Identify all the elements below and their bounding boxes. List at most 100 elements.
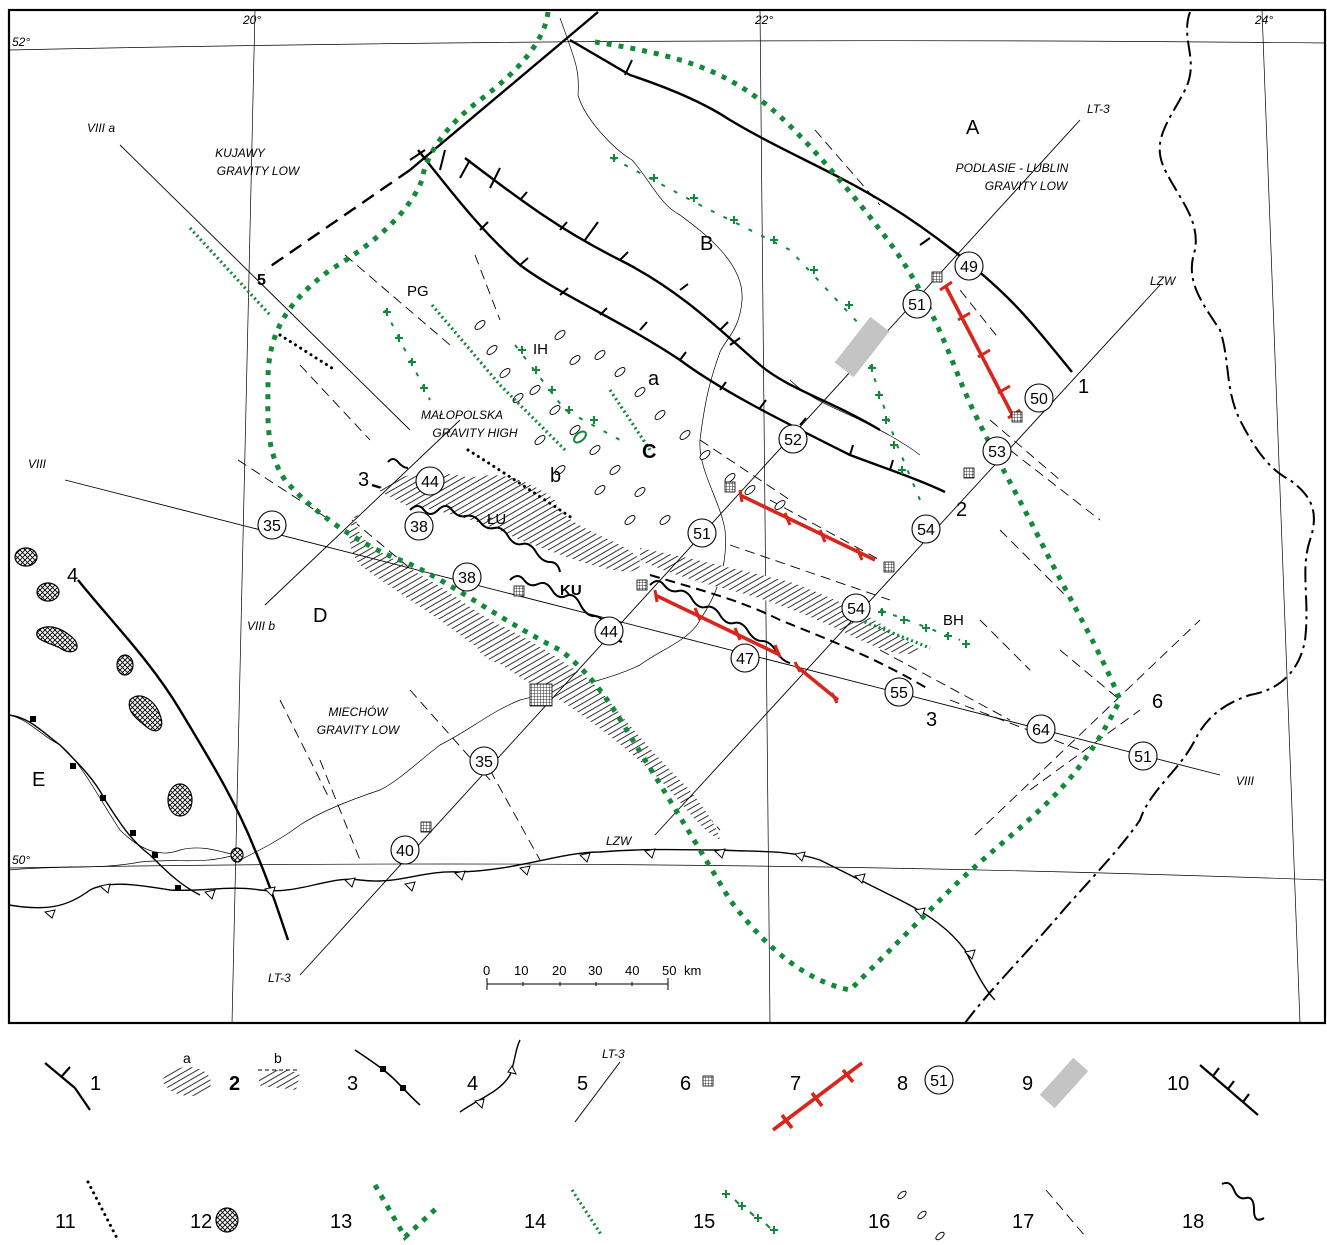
ellipse-mark [774, 500, 786, 510]
depth-value: 35 [475, 754, 493, 771]
fault-4 [77, 579, 290, 941]
depth-circle: 49 [954, 251, 984, 281]
dashed-line-symbol [1045, 1189, 1086, 1237]
ellipse-mark [486, 345, 498, 355]
kujawy-label-1: KUJAWY [215, 146, 266, 160]
profile-viii-b [264, 419, 461, 606]
dashed-line [319, 759, 361, 861]
depth-circle: 40 [390, 835, 420, 865]
zone-number-1: 1 [1078, 376, 1089, 398]
meridian-22 [759, 10, 771, 1023]
borehole [513, 585, 525, 597]
boreholes [420, 271, 1023, 833]
profile-viiia-label: VIII a [87, 121, 115, 135]
legend-item-11: 11 [55, 1180, 120, 1242]
ellipse-mark [554, 465, 566, 475]
borehole [931, 271, 943, 283]
ellipse-mark [589, 445, 601, 455]
ellipse-mark [549, 405, 561, 415]
depth-circle: 44 [594, 616, 624, 646]
legend-number: 18 [1182, 1211, 1204, 1233]
legend-number: 8 [897, 1073, 908, 1095]
depth-circle: 51 [902, 289, 932, 319]
legend-item-13: 13 [330, 1183, 442, 1241]
hatched-zone-ku [640, 548, 920, 655]
depth-circle: 35 [469, 746, 499, 776]
dashed-line [814, 129, 881, 206]
parallel-50 [9, 863, 1325, 881]
depth-circle: 54 [841, 593, 871, 623]
legend-item-17: 17 [1012, 1189, 1086, 1237]
fault-tick [519, 191, 729, 331]
depth-value: 51 [908, 297, 926, 314]
green-square-dotted-lines [265, 11, 1123, 993]
grey-block-symbol [1039, 1057, 1089, 1109]
fault-tick [409, 59, 931, 346]
ellipse-mark [569, 425, 581, 435]
legend-item-8: 8 51 [897, 1065, 954, 1095]
ellipse-mark [614, 367, 626, 377]
green-cross-line [384, 309, 431, 401]
red-crossed-line [943, 284, 1017, 421]
depth-circles: 49 51 50 53 52 51 54 54 44 38 38 35 44 4… [257, 251, 1158, 865]
lon-20-label: 20° [242, 13, 261, 27]
profile-viii-right-label: VIII [1236, 774, 1255, 788]
borehole [963, 467, 975, 479]
zone-numbers: 1 2 3 3 4 5 6 [67, 272, 1163, 731]
legend-number: 9 [1022, 1073, 1033, 1095]
depth-circle: 55 [884, 677, 914, 707]
depth-value: 50 [1030, 391, 1048, 408]
profile-viii-left-label: VIII [28, 457, 47, 471]
depth-circle: 38 [452, 562, 482, 592]
lzw-bottom-label: LZW [606, 834, 633, 848]
profile-lt3 [299, 119, 1081, 976]
dashed-line [729, 544, 891, 601]
ellipse-mark [499, 368, 511, 378]
dashed-line [949, 699, 1081, 751]
depth-value: 54 [917, 522, 935, 539]
ellipse-mark [569, 355, 581, 365]
zone-number-2: 2 [956, 499, 967, 521]
ellipse-mark [624, 515, 636, 525]
carpathian-overthrust [9, 848, 996, 1001]
region-a-label: A [966, 117, 980, 139]
depth-value: 40 [396, 843, 414, 860]
lt3-bottom-label: LT-3 [268, 971, 291, 985]
thrust-fault-symbol [354, 1049, 421, 1106]
depth-circle: 47 [730, 643, 760, 673]
depth-circle: 35 [257, 510, 287, 540]
miechow-label-2: GRAVITY LOW [317, 723, 401, 737]
crosshatched-body [128, 695, 163, 732]
fault-ticks [409, 59, 931, 471]
hatched-zones [349, 473, 920, 840]
profile-labels: VIII a VIII b VIII VIII LT-3 LT-3 LZW LZ… [28, 102, 1255, 985]
legend-number: 13 [330, 1211, 352, 1233]
depth-circle: 54 [911, 514, 941, 544]
wavy-line-symbol [1221, 1181, 1265, 1221]
podlasie-label-1: PODLASIE - LUBLIN [956, 161, 1069, 175]
depth-value: 51 [1134, 749, 1152, 766]
legend-number: 15 [693, 1211, 715, 1233]
legend-number: 7 [790, 1073, 801, 1095]
legend-item-2: a 2 b [162, 1050, 300, 1096]
legend-number: 10 [1167, 1073, 1189, 1095]
dashed-line [1029, 709, 1141, 791]
wavy-line [387, 458, 409, 469]
scale-tick-10: 10 [514, 963, 528, 978]
legend-item-9: 9 [1022, 1057, 1089, 1109]
legend-number: 3 [347, 1073, 358, 1095]
legend-item-12: 12 [190, 1207, 239, 1233]
legend-row-1: 1 a 2 b 3 4 [44, 1039, 1259, 1132]
crosshatched-body [230, 847, 244, 863]
profile-lzw [654, 284, 1161, 836]
red-crossed-lines [653, 280, 1021, 704]
scale-tick-0: 0 [483, 963, 490, 978]
place-labels: PG IH ŁU KU BH [407, 283, 964, 629]
depth-circle: 44 [415, 466, 445, 496]
fault-kujawy-dashed [264, 169, 411, 271]
malopolska-label-1: MAŁOPOLSKA [421, 408, 503, 422]
legend-depth-sample: 51 [930, 1073, 948, 1090]
crosshatched-bodies [14, 547, 244, 863]
scale-tick-50: 50 [662, 963, 676, 978]
river-south [9, 854, 236, 871]
